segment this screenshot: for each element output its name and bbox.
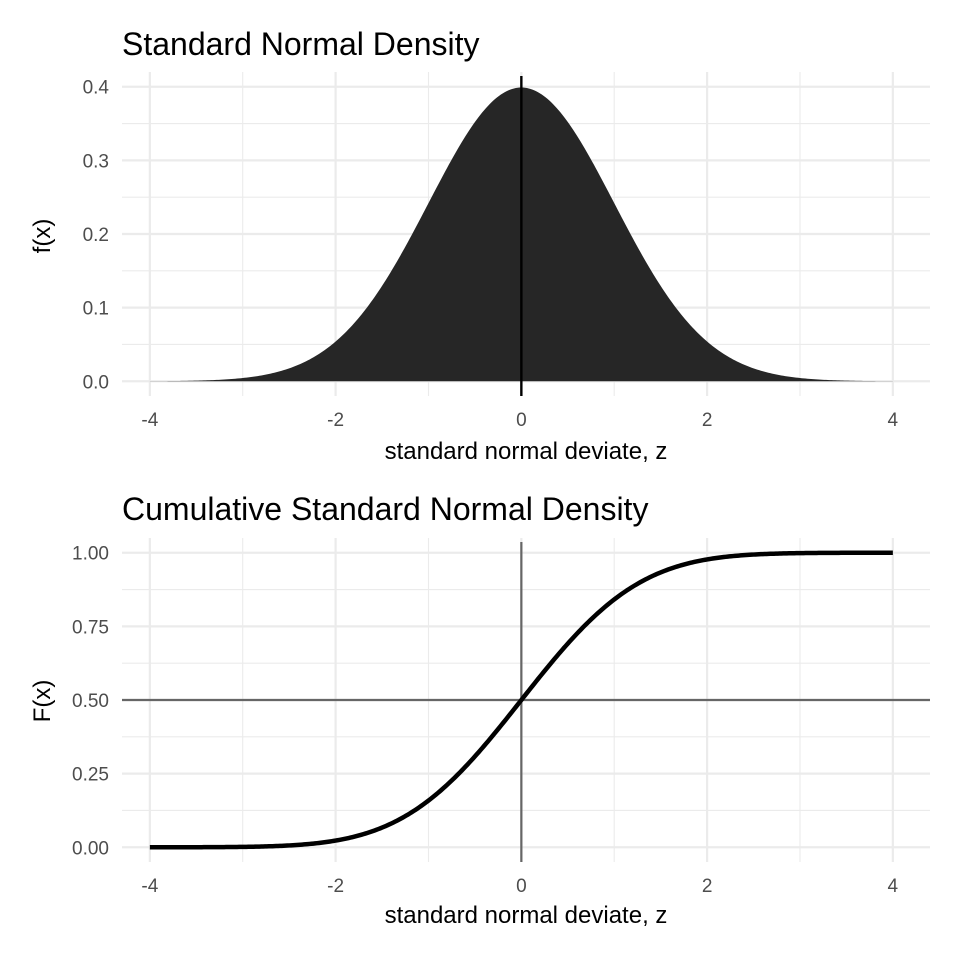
cumulative-x-tick-label: 4 <box>888 876 899 897</box>
cumulative-x-tick-label: -4 <box>141 876 158 897</box>
cumulative-y-axis-title: F(x) <box>29 680 56 723</box>
cumulative-curve-line <box>149 550 894 850</box>
density-x-tick-label: 4 <box>888 410 899 431</box>
density-panel: Standard Normal Density standard normal … <box>29 26 930 465</box>
cumulative-x-tick-label: 0 <box>516 876 527 897</box>
cumulative-panel: Cumulative Standard Normal Density stand… <box>29 491 930 929</box>
cumulative-y-tick-label: 0.75 <box>72 617 109 638</box>
density-x-tick-label: -4 <box>141 410 158 431</box>
cumulative-y-tick-label: 0.00 <box>72 838 109 859</box>
density-chart-title: Standard Normal Density <box>122 26 479 62</box>
density-y-tick-label: 0.3 <box>83 151 109 172</box>
density-y-tick-label: 0.0 <box>83 372 109 393</box>
density-y-tick-label: 0.4 <box>83 78 110 99</box>
cumulative-x-tick-label: -2 <box>327 876 344 897</box>
cumulative-y-tick-label: 1.00 <box>72 544 109 565</box>
density-x-tick-label: -2 <box>327 410 344 431</box>
cumulative-y-tick-label: 0.50 <box>72 691 109 712</box>
cumulative-x-tick-label: 2 <box>702 876 713 897</box>
density-x-tick-label: 0 <box>516 410 527 431</box>
density-y-axis-title: f(x) <box>29 219 56 254</box>
density-y-tick-label: 0.1 <box>83 299 109 320</box>
density-x-tick-label: 2 <box>702 410 713 431</box>
cumulative-chart-title: Cumulative Standard Normal Density <box>122 491 648 527</box>
density-y-tick-label: 0.2 <box>83 225 109 246</box>
density-x-axis-title: standard normal deviate, z <box>385 438 668 465</box>
cumulative-x-axis-title: standard normal deviate, z <box>385 902 668 929</box>
cumulative-y-tick-label: 0.25 <box>72 765 109 786</box>
